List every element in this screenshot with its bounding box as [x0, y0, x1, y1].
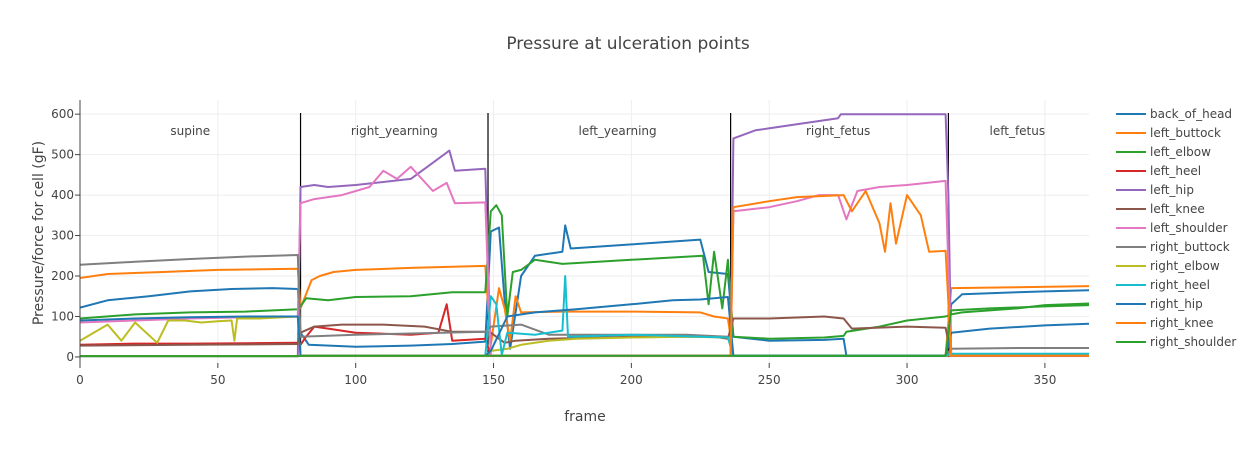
legend-label: right_heel: [1150, 278, 1210, 292]
y-tick-label: 600: [51, 107, 74, 121]
y-axis-title: Pressure/force for cell (gF): [31, 141, 47, 325]
x-tick-label: 150: [482, 373, 505, 387]
region-label-left-yearning: left_yearning: [578, 124, 656, 138]
region-label-left-fetus: left_fetus: [990, 124, 1046, 138]
series-lines: [79, 113, 1090, 358]
x-tick-label: 0: [76, 373, 84, 387]
x-tick-label: 300: [896, 373, 919, 387]
x-tick-label: 200: [620, 373, 643, 387]
legend-item[interactable]: left_knee: [1116, 202, 1205, 216]
region-label-right-fetus: right_fetus: [806, 124, 870, 138]
x-tick-label: 100: [344, 373, 367, 387]
x-tick-label: 50: [210, 373, 225, 387]
series-line-left-knee: [79, 315, 1089, 357]
legend: back_of_head left_buttock left_elbow left_h…: [1116, 107, 1236, 349]
legend-label: right_knee: [1150, 316, 1214, 330]
axes: 0 50 100 150 200 250 300 350 0 100 200 300 400 500 600: [51, 100, 1056, 387]
y-tick-label: 0: [66, 350, 74, 364]
legend-item[interactable]: left_buttock: [1116, 126, 1221, 140]
region-label-right-yearning: right_yearning: [351, 124, 438, 138]
legend-item[interactable]: back_of_head: [1116, 107, 1232, 121]
legend-label: left_heel: [1150, 164, 1201, 178]
series-line-left-elbow: [79, 204, 1090, 340]
region-label-supine: supine: [170, 124, 210, 138]
legend-item[interactable]: right_heel: [1116, 278, 1210, 292]
x-tick-label: 350: [1033, 373, 1056, 387]
y-tick-label: 100: [51, 309, 74, 323]
series-line-right-hip: [79, 296, 1090, 357]
x-tick-label: 250: [758, 373, 781, 387]
region-labels: supine right_yearning left_yearning right_f…: [170, 124, 1045, 138]
legend-label: right_elbow: [1150, 259, 1220, 273]
legend-label: left_shoulder: [1150, 221, 1228, 235]
legend-item[interactable]: left_elbow: [1116, 145, 1211, 159]
legend-label: right_hip: [1150, 297, 1203, 311]
legend-label: left_buttock: [1150, 126, 1221, 140]
chart-title: Pressure at ulceration points: [506, 34, 750, 54]
legend-item[interactable]: right_buttock: [1116, 240, 1230, 254]
y-tick-label: 300: [51, 229, 74, 243]
y-tick-label: 200: [51, 269, 74, 283]
y-tick-label: 400: [51, 188, 74, 202]
legend-item[interactable]: right_elbow: [1116, 259, 1220, 273]
y-tick-label: 500: [51, 148, 74, 162]
legend-label: right_buttock: [1150, 240, 1230, 254]
legend-item[interactable]: left_shoulder: [1116, 221, 1228, 235]
x-axis-title: frame: [564, 409, 606, 425]
legend-item[interactable]: right_hip: [1116, 297, 1203, 311]
series-line-left-shoulder: [79, 165, 1089, 357]
legend-item[interactable]: left_heel: [1116, 164, 1201, 178]
legend-item[interactable]: right_shoulder: [1116, 335, 1236, 349]
legend-label: left_elbow: [1150, 145, 1211, 159]
legend-label: left_hip: [1150, 183, 1194, 197]
series-line-right-shoulder: [80, 304, 1090, 358]
legend-item[interactable]: right_knee: [1116, 316, 1214, 330]
legend-label: right_shoulder: [1150, 335, 1236, 349]
legend-item[interactable]: left_hip: [1116, 183, 1194, 197]
legend-label: back_of_head: [1150, 107, 1232, 121]
legend-label: left_knee: [1150, 202, 1205, 216]
